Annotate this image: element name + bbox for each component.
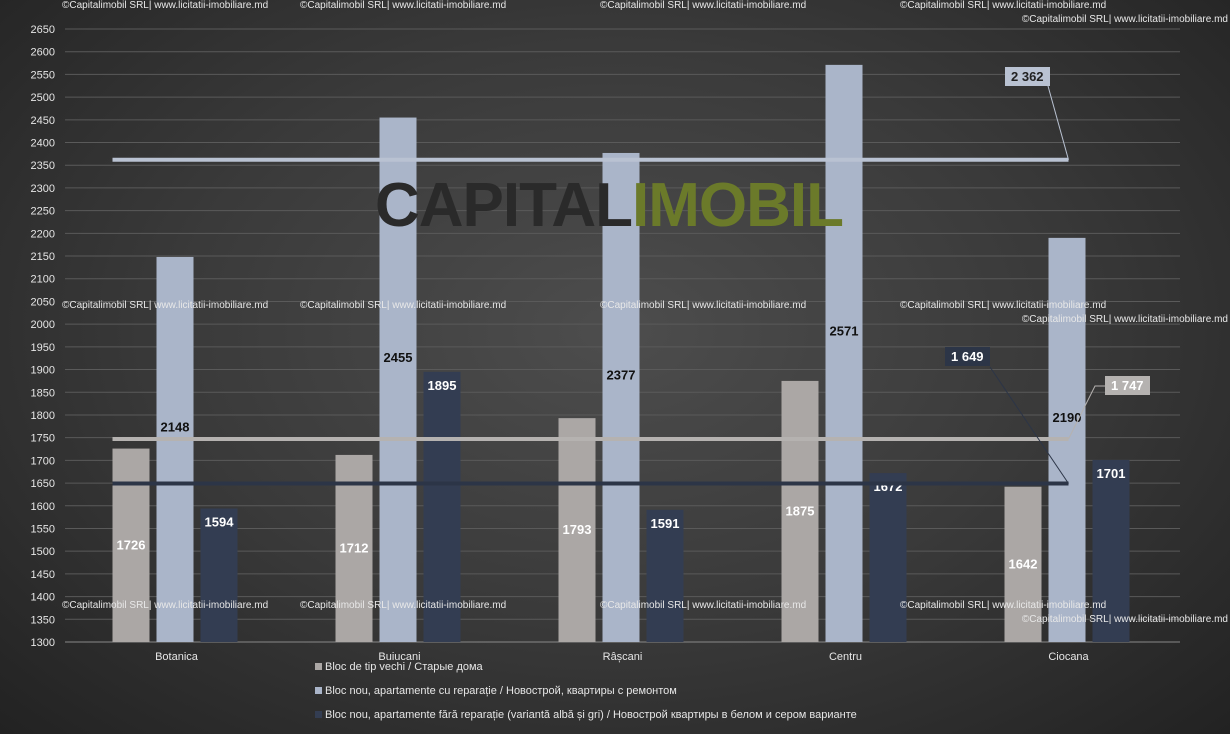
data-label: 1642 <box>1009 556 1038 571</box>
y-tick-label: 2050 <box>31 296 55 308</box>
capitalimobil-logo: CAPITALIMOBIL <box>375 171 844 240</box>
data-label: 1712 <box>340 540 369 555</box>
bar <box>1092 459 1130 642</box>
data-label: 1875 <box>786 503 815 518</box>
y-tick-label: 2400 <box>31 138 55 150</box>
y-tick-label: 1800 <box>31 410 55 422</box>
x-tick-label: Buiucani <box>378 651 420 663</box>
watermark-text: ©Capitalimobil SRL| www.licitatii-imobil… <box>900 0 1107 11</box>
y-tick-label: 1350 <box>31 614 55 626</box>
data-label: 1793 <box>563 522 592 537</box>
y-tick-label: 2350 <box>31 160 55 172</box>
y-tick-label: 1750 <box>31 433 55 445</box>
watermark-text: ©Capitalimobil SRL| www.licitatii-imobil… <box>62 600 269 611</box>
legend-item-new-unfinished: Bloc nou, apartamente fără reparație (va… <box>315 709 857 721</box>
bar <box>200 508 238 642</box>
leader-line <box>1068 385 1105 440</box>
y-tick-label: 1900 <box>31 365 55 377</box>
bar <box>869 473 907 642</box>
y-tick-label: 1700 <box>31 455 55 467</box>
avg-label-old: 1 747 <box>1105 376 1150 395</box>
bar <box>781 380 819 642</box>
watermark-text: ©Capitalimobil SRL| www.licitatii-imobil… <box>900 600 1107 611</box>
y-tick-label: 2300 <box>31 183 55 195</box>
watermark-text: ©Capitalimobil SRL| www.licitatii-imobil… <box>600 600 807 611</box>
data-label: 2377 <box>607 367 636 382</box>
watermark-text: ©Capitalimobil SRL| www.licitatii-imobil… <box>600 300 807 311</box>
y-tick-label: 1500 <box>31 546 55 558</box>
watermark-text: ©Capitalimobil SRL| www.licitatii-imobil… <box>62 0 269 11</box>
legend-item-old: Bloc de tip vechi / Старые дома <box>315 661 483 673</box>
y-tick-label: 1300 <box>31 637 55 649</box>
y-tick-label: 2450 <box>31 115 55 127</box>
watermark-text: ©Capitalimobil SRL| www.licitatii-imobil… <box>1021 314 1228 325</box>
bar <box>1004 486 1042 642</box>
y-tick-label: 2000 <box>31 319 55 331</box>
data-label: 1895 <box>428 378 457 393</box>
data-label: 2571 <box>830 323 859 338</box>
y-tick-label: 2250 <box>31 206 55 218</box>
data-label: 2455 <box>384 350 413 365</box>
bar <box>423 371 461 642</box>
bar <box>558 418 596 642</box>
watermark-text: ©Capitalimobil SRL| www.licitatii-imobil… <box>1021 14 1228 25</box>
leader-line <box>989 366 1069 484</box>
y-tick-label: 2500 <box>31 92 55 104</box>
y-tick-label: 2550 <box>31 69 55 81</box>
y-tick-label: 2600 <box>31 47 55 59</box>
y-tick-label: 2150 <box>31 251 55 263</box>
x-tick-label: Centru <box>829 651 862 663</box>
bar <box>825 64 863 643</box>
avg-label-renovated: 2 362 <box>1005 67 1050 86</box>
data-label: 1672 <box>874 479 903 494</box>
data-label: 1726 <box>117 537 146 552</box>
data-label: 2148 <box>161 419 190 434</box>
watermark-text: ©Capitalimobil SRL| www.licitatii-imobil… <box>300 300 507 311</box>
bar <box>379 117 417 643</box>
y-tick-label: 1650 <box>31 478 55 490</box>
y-tick-label: 1850 <box>31 387 55 399</box>
y-tick-label: 2650 <box>31 24 55 36</box>
y-tick-label: 1550 <box>31 523 55 535</box>
watermark-text: ©Capitalimobil SRL| www.licitatii-imobil… <box>300 600 507 611</box>
data-label: 1701 <box>1097 466 1126 481</box>
bar <box>156 256 194 642</box>
watermark-text: ©Capitalimobil SRL| www.licitatii-imobil… <box>1021 614 1228 625</box>
data-label: 1594 <box>205 515 235 530</box>
x-tick-label: Ciocana <box>1048 651 1089 663</box>
leader-line <box>1047 85 1069 160</box>
legend-item-new-renovated: Bloc nou, apartamente cu reparație / Нов… <box>315 685 677 697</box>
avg-label-unfinished: 1 649 <box>945 347 990 366</box>
bar <box>112 448 150 642</box>
y-tick-label: 1400 <box>31 592 55 604</box>
y-tick-label: 2200 <box>31 228 55 240</box>
bar <box>646 509 684 642</box>
y-tick-label: 1450 <box>31 569 55 581</box>
x-tick-label: Râșcani <box>603 651 643 663</box>
data-label: 2190 <box>1053 410 1082 425</box>
x-tick-label: Botanica <box>155 651 199 663</box>
watermark-text: ©Capitalimobil SRL| www.licitatii-imobil… <box>600 0 807 11</box>
bar <box>602 152 640 642</box>
watermark-text: ©Capitalimobil SRL| www.licitatii-imobil… <box>900 300 1107 311</box>
data-label: 1591 <box>651 516 680 531</box>
watermark-text: ©Capitalimobil SRL| www.licitatii-imobil… <box>300 0 507 11</box>
y-tick-label: 2100 <box>31 274 55 286</box>
watermark-text: ©Capitalimobil SRL| www.licitatii-imobil… <box>62 300 269 311</box>
bar <box>335 454 373 642</box>
y-tick-label: 1600 <box>31 501 55 513</box>
y-tick-label: 1950 <box>31 342 55 354</box>
